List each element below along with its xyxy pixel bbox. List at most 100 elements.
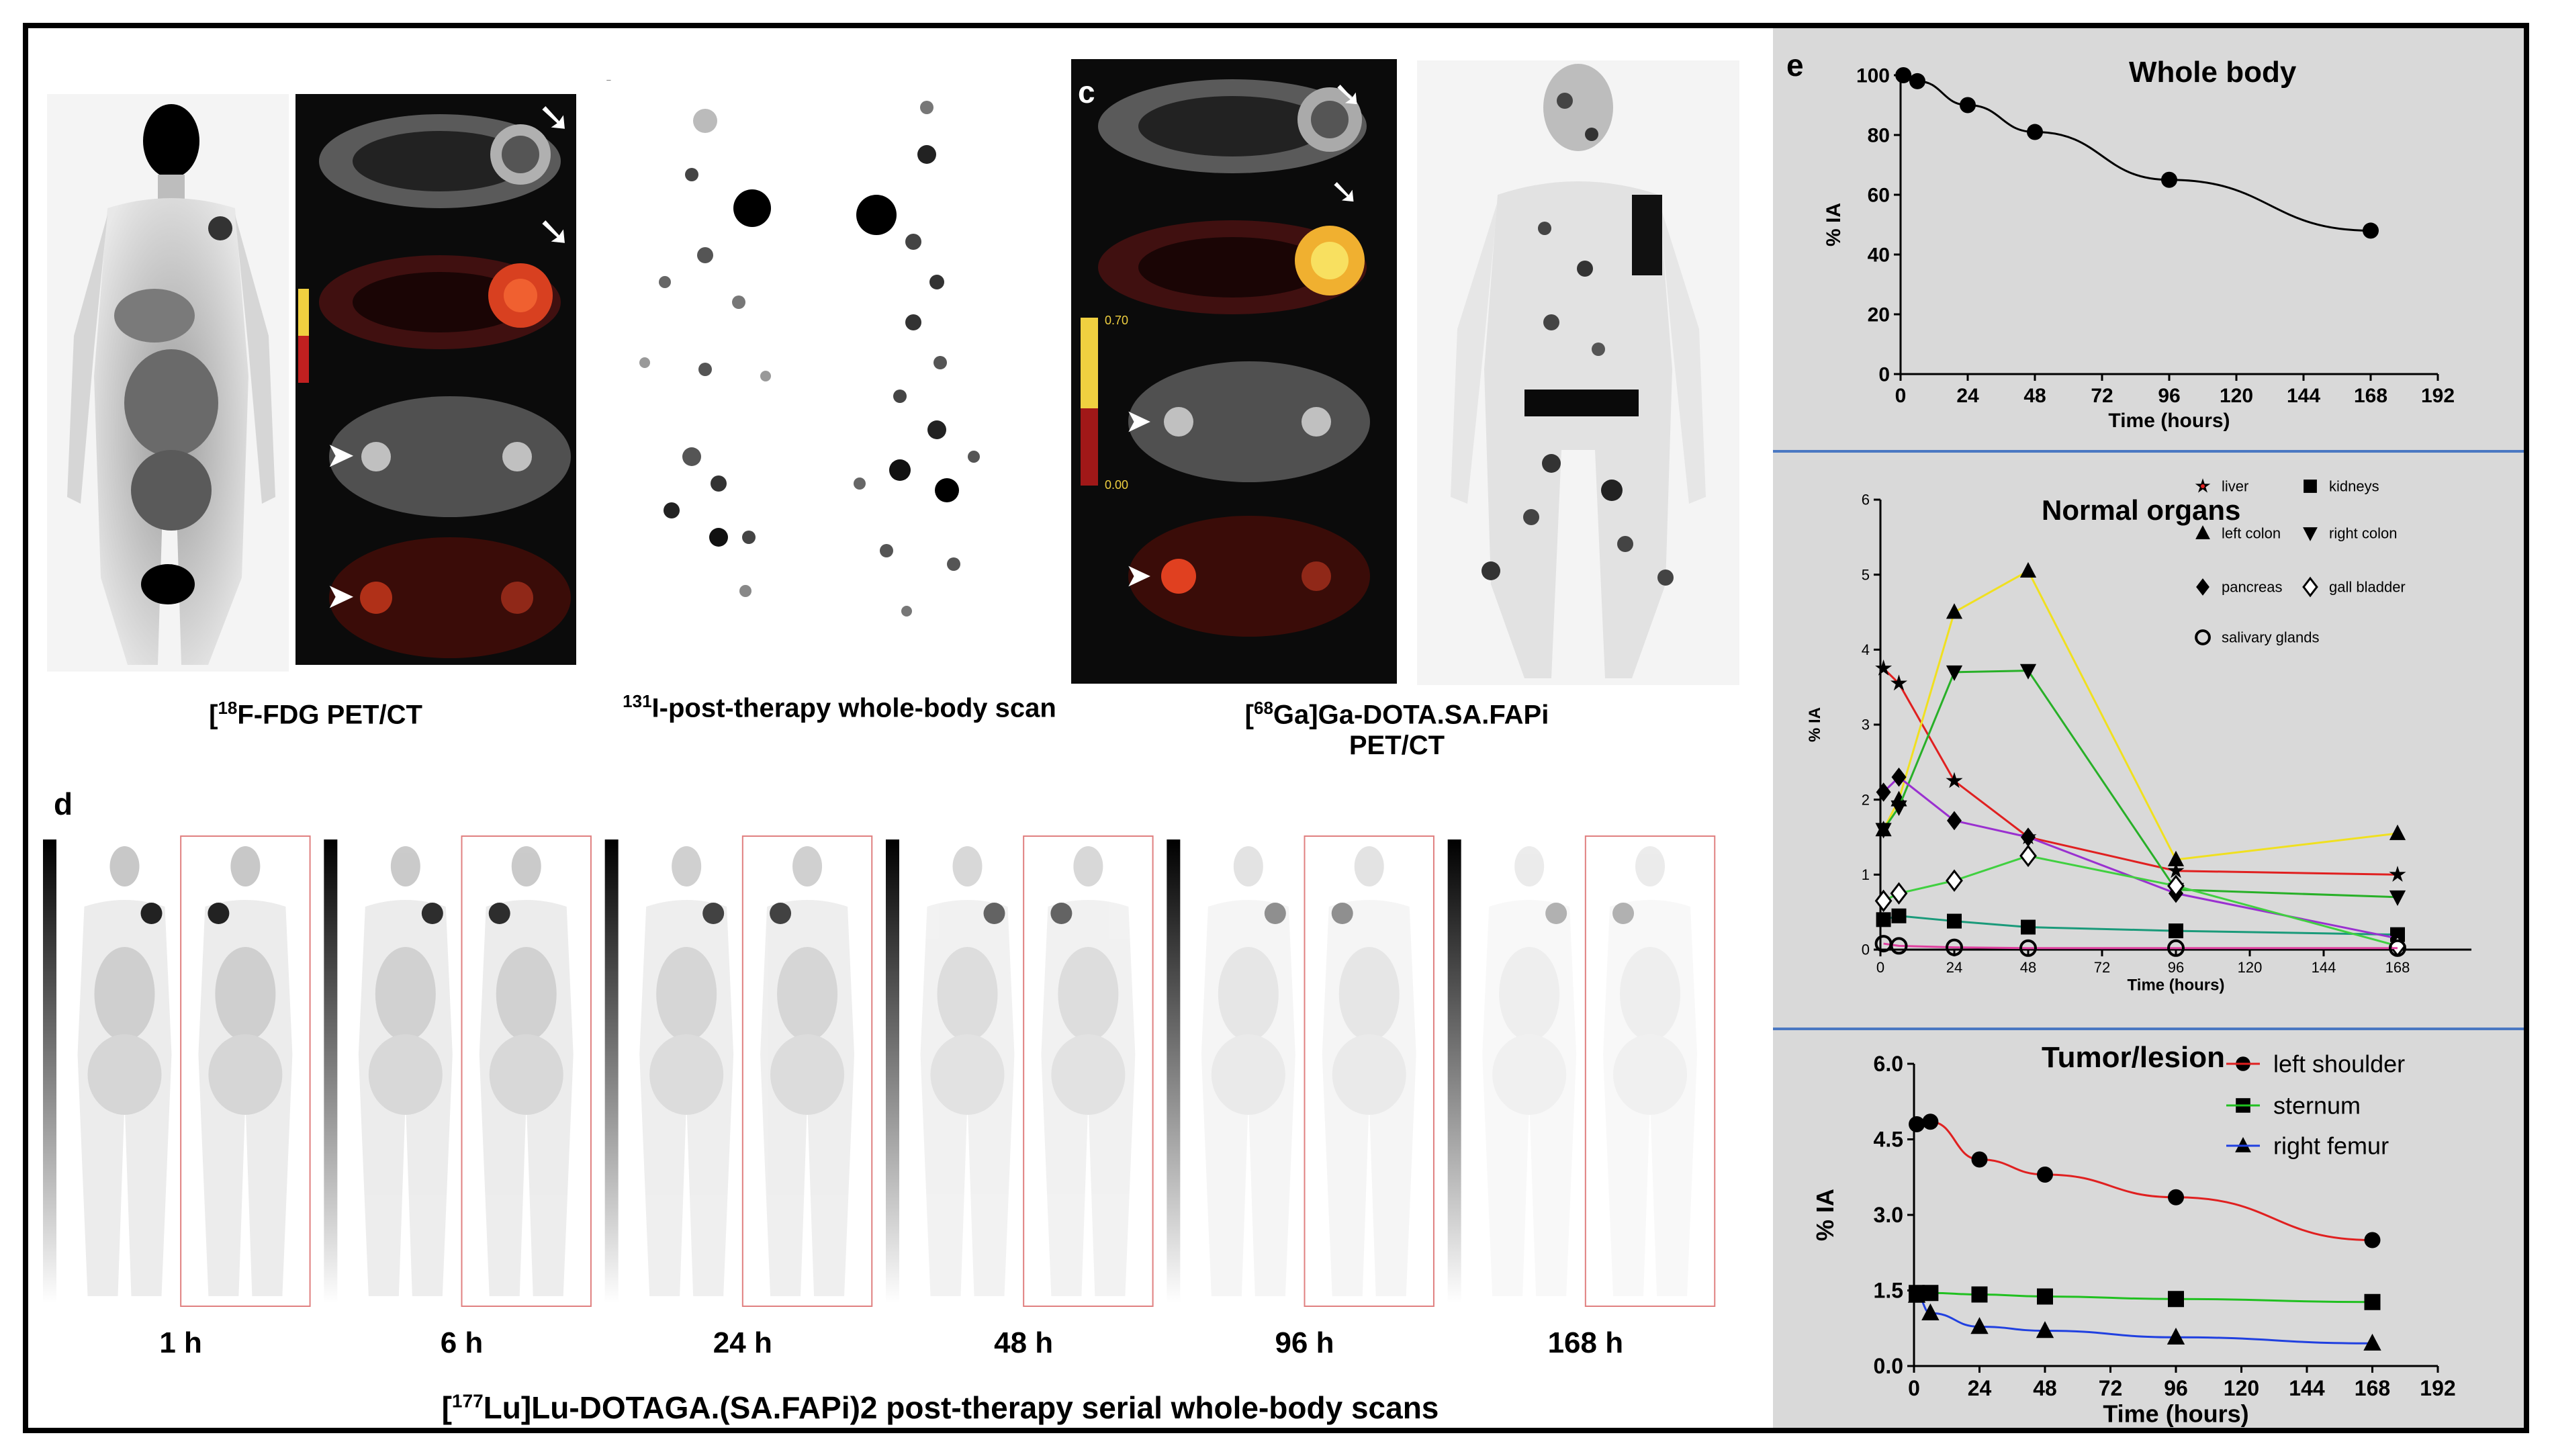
- chart-title: Tumor/lesion: [2042, 1041, 2225, 1074]
- x-tick-label: 168: [2385, 959, 2410, 976]
- timepoint-label: 168 h: [1547, 1326, 1624, 1359]
- y-tick-label: 1.5: [1874, 1279, 1903, 1303]
- panel-a-caption-sup: 18: [218, 698, 238, 718]
- data-point-marker: [2302, 576, 2318, 598]
- scan-anterior-view: [1201, 846, 1295, 1296]
- series-line: [1882, 668, 2398, 876]
- panel-c-caption-line2: PET/CT: [1349, 731, 1445, 761]
- scan-posterior-view: [198, 846, 293, 1296]
- data-point-marker: [2168, 1291, 2184, 1308]
- x-tick-label: 24: [1968, 1376, 1992, 1400]
- scan-posterior-view: [1041, 846, 1136, 1296]
- data-point-marker: [1876, 782, 1891, 802]
- data-point-marker: [2167, 874, 2185, 897]
- data-point-marker: [1971, 1151, 1988, 1168]
- timepoint-label: 1 h: [159, 1326, 202, 1359]
- data-point-marker: [1922, 1113, 1939, 1130]
- lu177-serial-scans: [40, 833, 1726, 1316]
- scan-anterior-view: [358, 846, 453, 1296]
- panel-a-caption-text: F-FDG PET/CT: [237, 700, 422, 730]
- y-tick-label: 80: [1868, 125, 1890, 147]
- panel-letter-d: d: [54, 786, 73, 821]
- x-tick-label: 48: [2033, 1376, 2057, 1400]
- x-tick-label: 48: [2023, 385, 2046, 407]
- y-tick-label: 6.0: [1874, 1052, 1903, 1076]
- y-tick-label: 4.5: [1874, 1128, 1903, 1152]
- panel-d-caption-sup: 177: [451, 1390, 484, 1412]
- chart-normal-organs: Normal organs 0 24 48 72 96 120 144 168 0 1 2 3 4 5 6 Ti…: [1806, 478, 2471, 995]
- data-point-marker: [1875, 823, 1892, 839]
- data-point-marker: [1890, 674, 1908, 691]
- data-point-marker: [1947, 811, 1962, 831]
- chart-whole-body: Whole body 0 24 48 72 96 120 144 168 192 0 20 40 60 80…: [1823, 56, 2455, 432]
- data-point-marker: [1946, 938, 1963, 956]
- y-tick-label: 3: [1862, 717, 1870, 733]
- data-point-marker: [1921, 1303, 1940, 1321]
- scan-colorbar: [1447, 839, 1461, 1303]
- x-tick-label: 192: [2420, 1376, 2455, 1400]
- y-tick-label: 20: [1868, 304, 1890, 326]
- series-line: [1916, 1294, 2373, 1345]
- data-point-marker: [1891, 908, 1907, 923]
- legend-label: right femur: [2273, 1132, 2389, 1160]
- i131-posterior-image: [819, 81, 1021, 658]
- panel-c-caption: [68Ga]Ga-DOTA.SA.FAPi PET/CT: [1195, 698, 1598, 761]
- data-point-marker: [1946, 772, 1963, 788]
- panel-c-caption-text: Ga]Ga-DOTA.SA.FAPi: [1273, 700, 1549, 730]
- panel-b-caption-sup: 131: [623, 691, 652, 711]
- panel-b-caption: 131I-post-therapy whole-body scan: [604, 691, 1075, 723]
- data-point-marker: [2036, 1321, 2054, 1338]
- data-point-marker: [1876, 912, 1891, 927]
- legend-label: left colon: [2222, 525, 2281, 542]
- panel-c-caption-line1: [68Ga]Ga-DOTA.SA.FAPi: [1244, 698, 1549, 730]
- scan-anterior-view: [77, 846, 172, 1296]
- x-tick-label: 48: [2020, 959, 2036, 976]
- scan-colorbar: [324, 839, 338, 1303]
- data-point-marker: [1895, 67, 1912, 83]
- svg-text:➤: ➤: [326, 436, 355, 475]
- svg-text:➘: ➘: [1330, 173, 1359, 212]
- data-point-marker: [2169, 923, 2183, 939]
- data-point-marker: [2195, 629, 2211, 645]
- x-tick-label: 24: [1946, 959, 1962, 976]
- data-point-marker: [1909, 73, 1925, 89]
- data-point-marker: [2027, 124, 2043, 140]
- y-tick-label: 0.0: [1874, 1354, 1903, 1378]
- chart-tumor-lesion: Tumor/lesion 0 24 48 72 96 120 144 168 192 0.0 1.5 3…: [1811, 1041, 2456, 1428]
- ga68-scale-bottom: 0.00: [1105, 478, 1128, 492]
- data-point-marker: [2019, 939, 2037, 957]
- y-axis-label: % IA: [1811, 1189, 1839, 1241]
- data-point-marker: [1874, 889, 1893, 913]
- x-tick-label: 144: [2312, 959, 2336, 976]
- x-tick-label: 168: [2354, 385, 2387, 407]
- y-tick-label: 40: [1868, 244, 1890, 267]
- data-point-marker: [2363, 1333, 2381, 1351]
- y-tick-label: 3.0: [1874, 1203, 1903, 1227]
- chart-title: Normal organs: [2042, 494, 2240, 526]
- timepoint-label: 48 h: [994, 1326, 1054, 1359]
- svg-text:➤: ➤: [326, 577, 355, 616]
- series-line: [1903, 74, 2371, 232]
- data-point-marker: [2019, 844, 2037, 868]
- ga68-petct-axial-stack: ➘ ➘ ➤ ➤ 0.70 0.00: [1071, 59, 1397, 684]
- x-tick-label: 168: [2355, 1376, 2390, 1400]
- ga68-scale-top: 0.70: [1105, 314, 1128, 327]
- data-point-marker: [2021, 919, 2036, 935]
- y-tick-label: 0: [1862, 942, 1870, 958]
- panel-a-caption-bracket: [: [209, 700, 218, 730]
- legend-label: pancreas: [2222, 579, 2283, 596]
- svg-text:➤: ➤: [1125, 404, 1152, 439]
- panel-c-caption-sup: 68: [1253, 698, 1273, 718]
- data-point-marker: [1960, 97, 1976, 113]
- data-point-marker: [1909, 1116, 1925, 1132]
- legend-label: kidneys: [2329, 478, 2379, 495]
- y-tick-label: 0: [1878, 364, 1890, 386]
- panel-d-caption-text: Lu]Lu-DOTAGA.(SA.FAPi)2 post-therapy ser…: [483, 1390, 1439, 1425]
- x-tick-label: 144: [2287, 385, 2320, 407]
- legend-label: liver: [2222, 478, 2248, 495]
- svg-text:➘: ➘: [537, 95, 571, 140]
- scan-posterior-view: [760, 846, 855, 1296]
- data-point-marker: [1875, 659, 1893, 676]
- legend-label: salivary glands: [2222, 629, 2320, 646]
- x-tick-label: 120: [2224, 1376, 2259, 1400]
